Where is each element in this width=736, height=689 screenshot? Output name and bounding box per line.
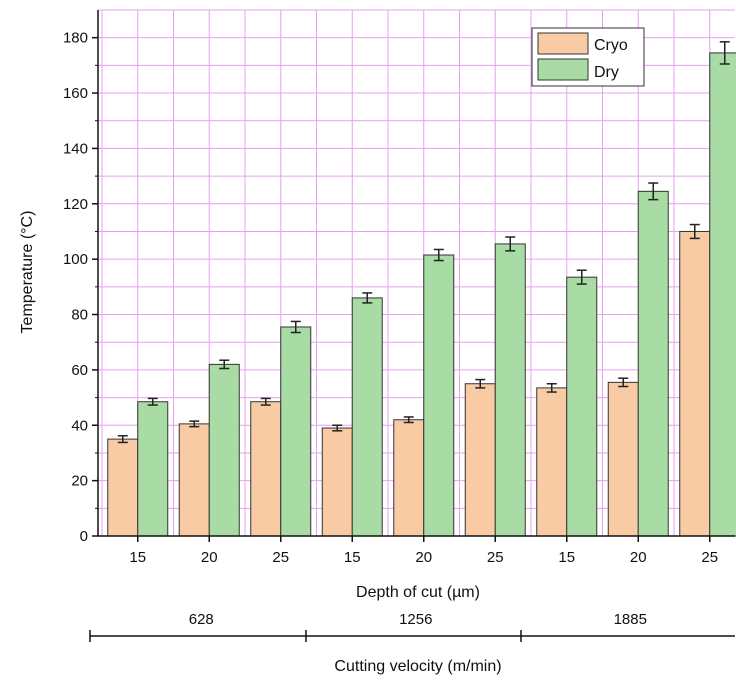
x-tick-label: 20	[201, 549, 218, 566]
legend-swatch-cryo	[537, 32, 589, 55]
y-tick-label: 60	[71, 362, 88, 379]
y-axis-label: Temperature (°C)	[19, 211, 36, 334]
bar-dry	[637, 190, 669, 537]
secondary-axis-label: Cutting velocity (m/min)	[334, 658, 501, 675]
bar-cryo	[464, 383, 496, 537]
bar-cryo	[250, 401, 282, 537]
y-tick-label: 0	[80, 528, 88, 545]
legend-label-dry: Dry	[594, 64, 619, 81]
y-tick-label: 80	[71, 307, 88, 324]
group-label: 1256	[399, 611, 432, 628]
y-tick-label: 100	[63, 251, 88, 268]
group-label: 1885	[614, 611, 647, 628]
y-tick-label: 180	[63, 30, 88, 47]
x-tick-label: 25	[701, 549, 718, 566]
x-tick-label: 15	[129, 549, 146, 566]
x-axis-ticks: 15 20 25 15 20 25 15 20 25	[129, 536, 718, 566]
bars	[107, 41, 736, 537]
bar-cryo	[607, 381, 639, 537]
x-axis-label: Depth of cut (µm)	[356, 584, 480, 601]
bar-dry	[208, 363, 240, 537]
bar-dry	[423, 254, 455, 537]
cutting-velocity-groups: 628 1256 1885	[89, 611, 735, 642]
bar-cryo	[536, 387, 568, 537]
axes	[97, 10, 735, 537]
bar-dry	[709, 52, 736, 537]
bar-cryo	[107, 438, 139, 537]
x-tick-label: 15	[558, 549, 575, 566]
y-tick-label: 20	[71, 473, 88, 490]
bar-cryo	[393, 419, 425, 537]
bar-cryo	[321, 427, 353, 537]
y-tick-label: 120	[63, 196, 88, 213]
legend-swatch-dry	[537, 58, 589, 81]
legend-label-cryo: Cryo	[594, 37, 628, 54]
x-tick-label: 20	[630, 549, 647, 566]
x-tick-label: 25	[272, 549, 289, 566]
bar-dry	[280, 326, 312, 537]
legend: Cryo Dry	[531, 27, 645, 87]
group-label: 628	[189, 611, 214, 628]
y-tick-label: 40	[71, 417, 88, 434]
x-tick-label: 25	[487, 549, 504, 566]
bar-cryo	[679, 230, 711, 537]
bar-cryo	[178, 423, 210, 537]
bar-dry	[494, 243, 526, 537]
y-tick-label: 160	[63, 85, 88, 102]
y-axis-ticks: 0 20 40 60 80 100 120 140 160 180	[63, 30, 98, 545]
bar-dry	[566, 276, 598, 537]
x-tick-label: 20	[415, 549, 432, 566]
x-tick-label: 15	[344, 549, 361, 566]
y-tick-label: 140	[63, 140, 88, 157]
bar-dry	[137, 401, 169, 537]
bar-dry	[351, 297, 383, 537]
